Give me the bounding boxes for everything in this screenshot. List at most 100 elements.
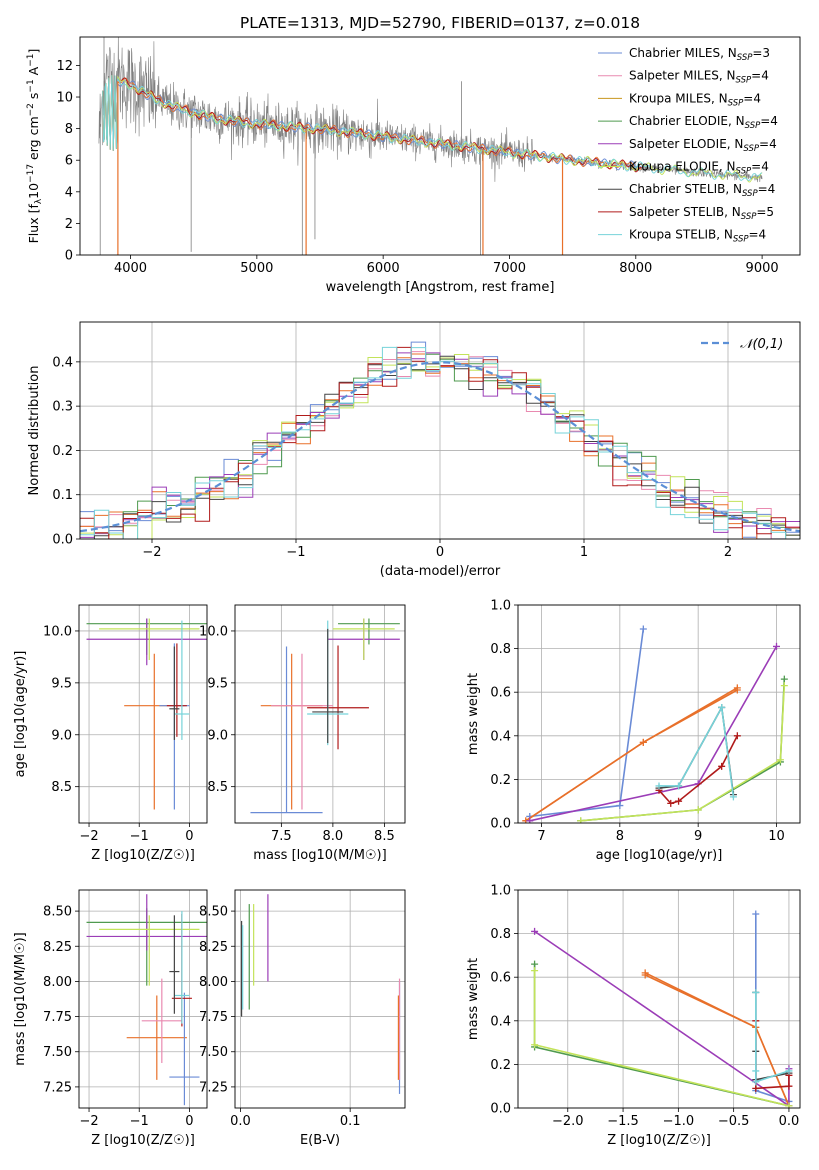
legend-label: Salpeter ELODIE, NSSP=4 [629, 137, 777, 154]
y-tick-label: 8.25 [199, 940, 228, 955]
y-tick-label: 0.0 [490, 1102, 511, 1117]
x-axis-label: Z [log10(Z/Z☉)] [607, 1133, 711, 1148]
y-tick-label: 4 [65, 185, 73, 200]
x-axis-label: age [log10(age/yr)] [596, 848, 723, 863]
weight-point [733, 732, 741, 740]
weight-point [639, 625, 647, 633]
model-line-salpeter-stelib [102, 75, 642, 173]
x-tick-label: 0.0 [230, 1114, 251, 1129]
model-line-kroupa-miles [102, 75, 642, 171]
x-axis-label: Z [log10(Z/Z☉)] [91, 1133, 195, 1148]
histogram-salpeter-elodie [80, 352, 800, 538]
y-tick-label: 9.5 [51, 676, 72, 691]
mass_vs_z-frame [78, 889, 208, 1109]
legend-label: Chabrier MILES, NSSP=3 [629, 46, 770, 63]
weight-point [733, 684, 741, 692]
errorbar-salpeter-elodie [86, 894, 207, 951]
y-tick-label: 0.8 [490, 927, 511, 942]
legend-label: Chabrier ELODIE, NSSP=4 [629, 114, 778, 131]
x-tick-label: 8000 [619, 261, 652, 276]
spectrum-frame [79, 36, 801, 256]
y-tick-label: 10.0 [199, 624, 228, 639]
errorbar-chabrier-elodie [338, 618, 400, 645]
weight-point [752, 1067, 760, 1075]
errorbar-salpeter-stelib [166, 643, 187, 737]
mass_vs_z-axes: −2 −1 0 7.25 7.50 7.75 8.00 8.25 8.50 Z [log10(Z/… [13, 890, 207, 1148]
weight-point [577, 817, 585, 823]
y-tick-label: 0.3 [52, 400, 73, 415]
weight-point [780, 682, 788, 690]
y-axis-label: age [log10(age/yr)] [13, 651, 28, 778]
weight-point [785, 1067, 793, 1075]
weight-line [529, 628, 645, 818]
weight-point [675, 782, 683, 790]
x-tick-label: 4000 [114, 261, 147, 276]
weight-point [718, 703, 726, 711]
x-axis-label: mass [log10(M/M☉)] [253, 848, 386, 863]
model-line-kroupa-elodie [102, 75, 763, 183]
x-tick-label: 0 [436, 545, 444, 560]
y-tick-label: 7.50 [43, 1045, 72, 1060]
x-tick-label: −2 [142, 545, 161, 560]
weight-series-kroupa-elodie [531, 967, 793, 1108]
y-tick-label: 8 [65, 122, 73, 137]
errorbar-chabrier-stelib [169, 915, 180, 1014]
errorbar-kroupa-stelib [174, 911, 190, 1024]
weight-point [785, 1082, 793, 1090]
x-tick-label: 7000 [493, 261, 526, 276]
weight-series-chabrier-elodie [577, 675, 788, 823]
y-tick-label: 0.8 [490, 642, 511, 657]
legend-label: 𝒩(0,1) [740, 337, 783, 352]
x-tick-label: −1.5 [607, 1114, 639, 1129]
x-axis-label: E(B-V) [300, 1133, 340, 1148]
age_vs_mass-axes: 7.5 8.0 8.5 8.5 9.0 9.5 10.0 mass [log10(M/M☉)] [199, 605, 405, 863]
weight_vs_z-axes: −2.0 −1.5 −1.0 −0.5 0.0 0.0 0.2 0.4 0.6 0.8 1.0 Z [… [466, 884, 800, 1148]
y-axis-label: mass [log10(M/M☉)] [13, 932, 28, 1065]
y-tick-label: 2 [65, 217, 73, 232]
weight-line [534, 930, 790, 1108]
y-tick-label: 0.4 [52, 355, 73, 370]
mass_vs_ebv-frame [234, 889, 406, 1109]
weight-line [529, 646, 778, 822]
x-tick-label: 5000 [240, 261, 273, 276]
y-tick-label: 7.25 [199, 1080, 228, 1095]
residuals-frame [79, 321, 801, 540]
y-tick-label: 0.0 [52, 533, 73, 548]
weight-line [644, 972, 790, 1107]
y-axis-label: mass weight [466, 958, 481, 1040]
normal-curve [79, 361, 801, 533]
errorbar-salpeter-elodie [86, 618, 207, 666]
errorbar-kroupa-stelib [174, 620, 190, 740]
histogram-chabrier-stelib [80, 355, 800, 539]
errorbar-chabrier-stelib [169, 646, 180, 740]
y-tick-label: 0.4 [490, 729, 511, 744]
y-tick-label: 1.0 [490, 884, 511, 899]
y-tick-label: 8.50 [43, 905, 72, 920]
errorbar-kroupa-elodie [99, 915, 200, 986]
x-tick-label: −1 [130, 1114, 149, 1129]
y-tick-label: 8.50 [199, 905, 228, 920]
weight-point [667, 799, 675, 807]
x-axis-label: Z [log10(Z/Z☉)] [91, 848, 195, 863]
x-tick-label: −1 [286, 545, 305, 560]
weight-point [718, 762, 726, 770]
y-tick-label: 8.00 [199, 975, 228, 990]
x-tick-label: −2 [79, 829, 98, 844]
y-tick-label: 0.4 [490, 1014, 511, 1029]
y-tick-label: 0.2 [490, 773, 511, 788]
x-tick-label: 2 [724, 545, 732, 560]
x-tick-label: 8.5 [374, 829, 395, 844]
weight-line [533, 970, 790, 1107]
y-tick-label: 10 [56, 91, 73, 106]
x-tick-label: −2 [79, 1114, 98, 1129]
x-tick-label: 0.1 [340, 1114, 361, 1129]
y-tick-label: 12 [56, 59, 73, 74]
weight-point [694, 806, 702, 814]
y-tick-label: 0.2 [52, 444, 73, 459]
weight-line [755, 992, 790, 1083]
weight-line [659, 704, 735, 797]
weight-line [658, 704, 735, 795]
y-tick-label: 7.75 [43, 1010, 72, 1025]
x-tick-label: 7.5 [271, 829, 292, 844]
